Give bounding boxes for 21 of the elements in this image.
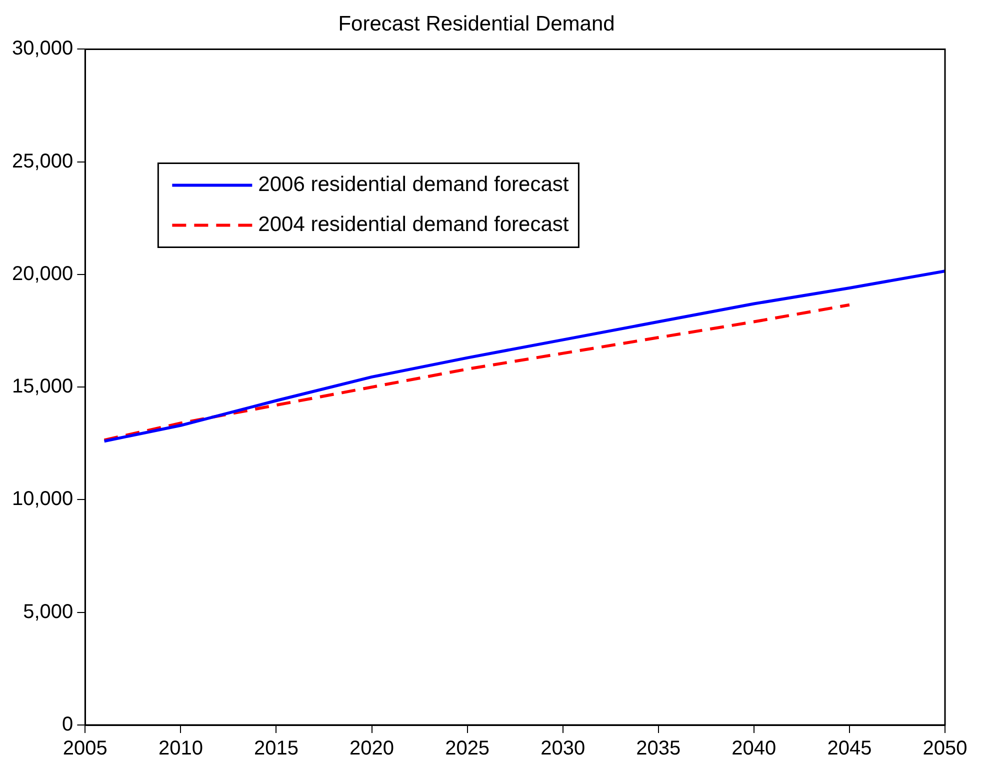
y-tick-label: 15,000 [12,376,74,398]
x-tick-label: 2035 [636,738,681,760]
y-tick-label: 0 [62,714,74,736]
y-tick-label: 10,000 [12,488,74,510]
y-tick-label: 30,000 [12,38,74,60]
x-tick-label: 2020 [350,738,394,760]
legend-label: 2006 residential demand forecast [258,172,569,196]
x-tick-label: 2040 [732,738,776,760]
x-tick-label: 2010 [158,738,203,760]
y-tick-label: 20,000 [12,262,74,285]
y-tick-label: 25,000 [12,150,74,172]
chart-title: Forecast Residential Demand [338,12,615,36]
x-tick-label: 2045 [827,738,872,760]
y-tick-label: 5,000 [23,600,74,623]
x-tick-label: 2015 [254,738,298,760]
line-series [102,303,851,442]
x-tick-label: 2050 [922,738,968,760]
x-tick-label: 2005 [62,738,108,760]
x-tick-label: 2025 [445,738,490,760]
legend-label: 2004 residential demand forecast [258,212,569,236]
x-tick-label: 2030 [540,738,586,760]
